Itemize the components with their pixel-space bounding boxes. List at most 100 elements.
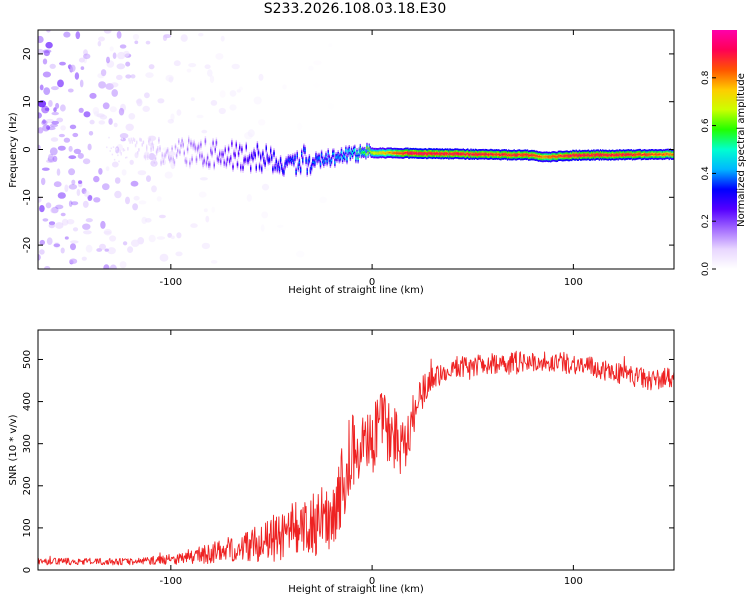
noise-speck: [41, 120, 48, 126]
noise-speck: [72, 227, 79, 232]
ridge-cell: [161, 154, 163, 157]
noise-speck: [57, 192, 66, 199]
ridge-cell: [399, 152, 401, 155]
ridge-cell: [639, 153, 642, 155]
ridge-cell: [374, 152, 376, 154]
ridge-cell: [440, 153, 442, 155]
ridge-cell: [153, 161, 156, 164]
ridge-cell: [204, 140, 207, 143]
noise-speck: [98, 168, 103, 175]
ridge-cell: [179, 151, 181, 153]
ridge-cell: [255, 166, 257, 169]
ridge-cell: [426, 153, 428, 155]
ridge-cell: [164, 154, 167, 156]
ridge-cell: [392, 152, 395, 154]
noise-speck: [46, 237, 53, 245]
noise-speck: [277, 224, 284, 228]
ridge-cell: [536, 155, 539, 157]
ridge-cell: [511, 154, 513, 157]
ridge-cell: [344, 156, 346, 158]
ridge-cell: [480, 153, 482, 156]
colorbar-tick-label: 0.6: [701, 118, 711, 133]
noise-speck: [130, 239, 140, 247]
ridge-cell: [380, 152, 383, 154]
noise-speck: [121, 169, 127, 176]
noise-speck: [328, 43, 333, 47]
ridge-cell: [484, 153, 487, 155]
ridge-cell: [196, 148, 199, 150]
ridge-cell: [217, 158, 220, 161]
ridge-cell: [506, 154, 509, 157]
ridge-cell: [395, 152, 397, 154]
ridge-cell: [211, 152, 213, 154]
ridge-cell: [509, 154, 511, 156]
ridge-cell: [160, 162, 162, 164]
ridge-cell: [626, 153, 628, 156]
ridge-cell: [469, 154, 471, 156]
ridge-cell: [561, 155, 563, 157]
ridge-cell: [155, 151, 158, 153]
noise-speck: [148, 234, 156, 243]
ridge-cell: [220, 160, 222, 163]
ridge-cell: [515, 154, 518, 157]
noise-speck: [72, 132, 79, 138]
ridge-cell: [133, 139, 136, 141]
x-tick-label: 0: [369, 576, 375, 587]
ridge-cell: [322, 159, 324, 161]
ridge-cell: [174, 146, 177, 148]
ridge-cell: [430, 152, 432, 155]
ridge-cell: [333, 152, 335, 155]
noise-speck: [50, 207, 58, 214]
ridge-cell: [437, 152, 439, 155]
noise-speck: [167, 119, 174, 124]
ridge-cell: [499, 154, 501, 156]
noise-speck: [199, 177, 208, 181]
ridge-cell: [206, 157, 209, 159]
ridge-cell: [646, 154, 648, 156]
noise-speck: [79, 79, 84, 88]
noise-speck: [328, 102, 334, 110]
ridge-cell: [202, 162, 204, 165]
ridge-cell: [146, 147, 148, 149]
ridge-cell: [144, 156, 147, 158]
ridge-cell: [266, 156, 268, 158]
ridge-cell: [516, 154, 519, 156]
noise-speck: [156, 196, 162, 202]
ridge-cell: [137, 152, 139, 154]
ridge-cell: [384, 152, 386, 154]
ridge-cell: [540, 155, 542, 158]
ridge-cell: [636, 153, 638, 156]
ridge-cell: [233, 153, 235, 155]
ridge-cell: [357, 157, 359, 159]
noise-speck: [64, 184, 69, 193]
ridge-cell: [279, 159, 282, 162]
ridge-cell: [185, 161, 188, 163]
ridge-cell: [106, 146, 108, 149]
ridge-cell: [186, 148, 189, 151]
ridge-cell: [622, 154, 624, 156]
ridge-cell: [623, 153, 625, 156]
ridge-cell: [665, 153, 667, 155]
ridge-cell: [128, 138, 130, 141]
ridge-cell: [582, 154, 584, 156]
ridge-cell: [243, 159, 245, 162]
ridge-cell: [379, 151, 381, 154]
ridge-cell: [618, 153, 621, 156]
noise-speck: [123, 50, 130, 57]
ridge-cell: [586, 154, 588, 156]
ridge-cell: [370, 152, 373, 154]
ridge-cell: [609, 154, 612, 157]
noise-speck: [215, 53, 224, 60]
ridge-cell: [294, 156, 296, 159]
ridge-cell: [647, 154, 649, 156]
ridge-cell: [569, 154, 572, 157]
noise-speck: [159, 253, 169, 262]
ridge-cell: [148, 140, 150, 143]
noise-speck: [83, 111, 91, 118]
noise-speck: [207, 69, 213, 77]
ridge-cell: [537, 155, 540, 158]
ridge-cell: [600, 154, 603, 157]
ridge-cell: [588, 154, 591, 157]
noise-speck: [84, 190, 90, 198]
ridge-cell: [602, 153, 604, 156]
